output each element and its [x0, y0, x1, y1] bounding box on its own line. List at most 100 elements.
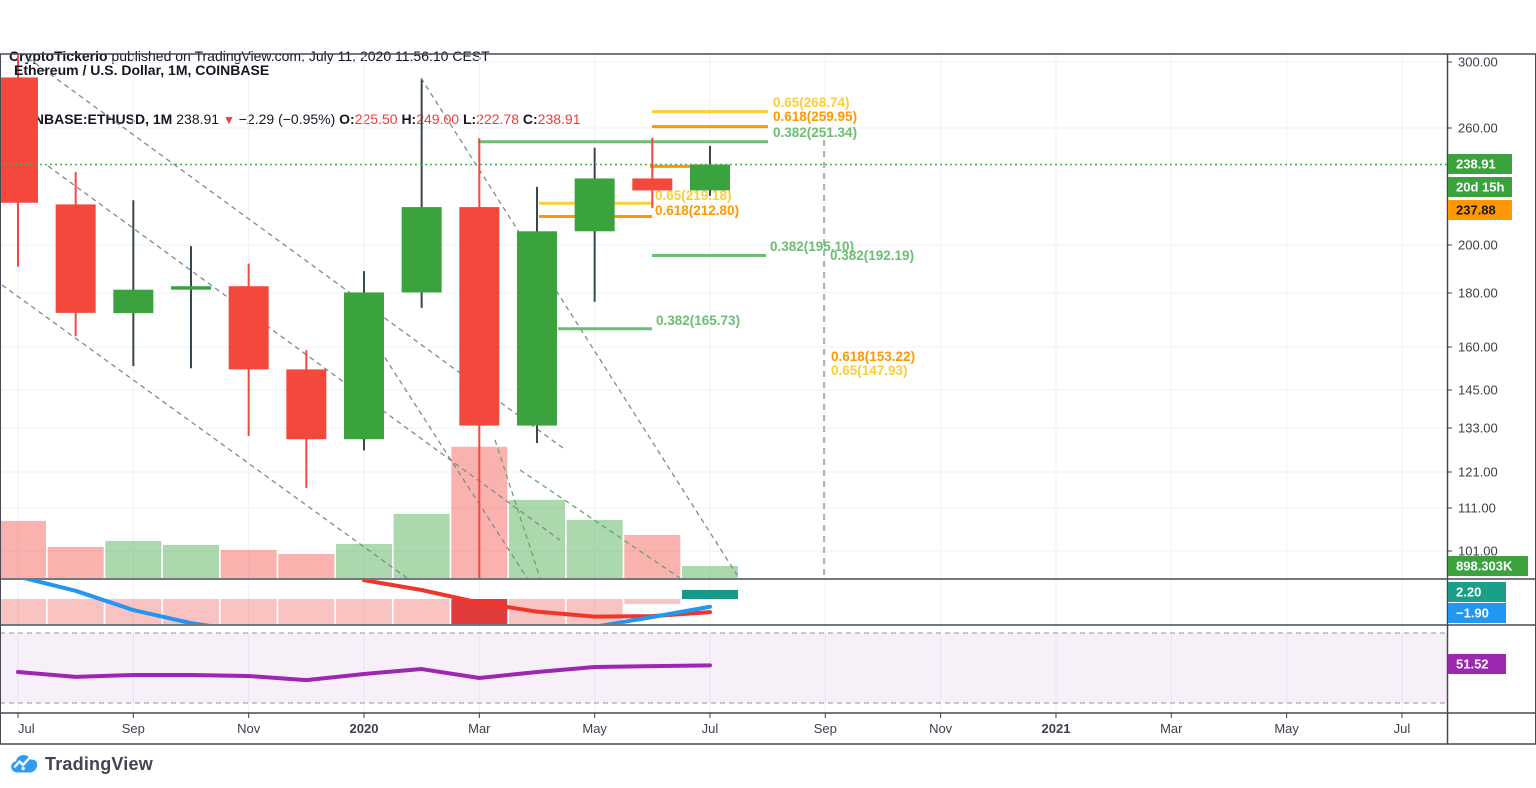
- last-price: 238.91: [176, 111, 220, 127]
- svg-text:133.00: 133.00: [1458, 421, 1498, 436]
- tradingview-logo[interactable]: TradingView: [10, 752, 153, 776]
- volume-bar: [624, 534, 681, 578]
- price-axis-badge: 51.52: [1448, 654, 1506, 674]
- down-arrow-icon: ▼: [222, 113, 235, 127]
- volume-series: [0, 446, 738, 578]
- svg-text:0.382(192.19): 0.382(192.19): [830, 248, 914, 263]
- candle-body: [459, 207, 500, 426]
- candle-body: [228, 286, 269, 370]
- tradingview-cloud-icon: [11, 755, 38, 773]
- svg-text:0.618(259.95): 0.618(259.95): [773, 109, 857, 124]
- volume-bar: [278, 553, 335, 578]
- svg-text:2021: 2021: [1042, 721, 1071, 736]
- gridlines: [0, 55, 1447, 712]
- svg-text:121.00: 121.00: [1458, 465, 1498, 480]
- price-change: −2.29 (−0.95%): [238, 111, 336, 127]
- candle-body: [343, 292, 384, 440]
- price-axis-badge: 237.88: [1448, 200, 1512, 220]
- publish-info: published on TradingView.com, July 11, 2…: [107, 48, 490, 64]
- svg-text:260.00: 260.00: [1458, 121, 1498, 136]
- svg-text:20d 15h: 20d 15h: [1456, 180, 1504, 195]
- svg-text:Mar: Mar: [468, 721, 491, 736]
- svg-text:0.382(165.73): 0.382(165.73): [656, 313, 740, 328]
- svg-text:160.00: 160.00: [1458, 340, 1498, 355]
- svg-text:0.618(153.22): 0.618(153.22): [831, 349, 915, 364]
- fib-labels: 0.65(268.74)0.618(259.95)0.382(251.34) 0.…: [655, 95, 915, 378]
- candle-body: [286, 369, 327, 440]
- volume-bar: [508, 499, 565, 578]
- publish-header: CryptoTickerio published on TradingView.…: [9, 4, 580, 173]
- candle-body: [170, 286, 211, 290]
- svg-text:237.88: 237.88: [1456, 203, 1496, 218]
- svg-text:−1.90: −1.90: [1456, 606, 1489, 621]
- rsi-line: [16, 663, 712, 683]
- publisher-name: CryptoTickerio: [9, 48, 108, 64]
- fib-levels[interactable]: [478, 110, 768, 331]
- price-axis-badge: 238.91: [1448, 154, 1512, 174]
- volume-bar: [393, 513, 450, 578]
- svg-text:180.00: 180.00: [1458, 286, 1498, 301]
- rsi-pane: [0, 632, 1447, 704]
- svg-text:51.52: 51.52: [1456, 657, 1489, 672]
- candle-body: [689, 164, 730, 191]
- svg-text:Mar: Mar: [1160, 721, 1183, 736]
- volume-bar: [105, 540, 162, 578]
- tradingview-brand-text: TradingView: [45, 753, 153, 774]
- svg-text:Nov: Nov: [237, 721, 261, 736]
- price-axis-badge: −1.90: [1448, 603, 1506, 623]
- chart-legend-title[interactable]: Ethereum / U.S. Dollar, 1M, COINBASE: [14, 62, 270, 78]
- svg-text:0.618(212.80): 0.618(212.80): [655, 203, 739, 218]
- publish-line: CryptoTickerio published on TradingView.…: [9, 46, 580, 67]
- low-label: L:: [462, 111, 477, 127]
- macd-pane: [0, 580, 738, 624]
- volume-bar: [162, 544, 219, 578]
- svg-text:898.303K: 898.303K: [1456, 559, 1513, 574]
- symbol-label: COINBASE:ETHUSD, 1M: [9, 111, 173, 127]
- price-axis-badge: 20d 15h: [1448, 177, 1512, 197]
- price-axis[interactable]: 300.00 260.00 200.00 180.00 160.00 145.00 133.…: [1447, 55, 1498, 559]
- time-axis[interactable]: Jul Sep Nov 2020 Mar May Jul Sep Nov 2021 Mar May Ju…: [17, 713, 1411, 736]
- candle-body: [0, 77, 38, 203]
- volume-bar: [681, 566, 738, 578]
- svg-text:0.382(195.10): 0.382(195.10): [770, 239, 854, 254]
- svg-text:May: May: [582, 721, 607, 736]
- pane-separators: [0, 53, 1536, 745]
- candle-body: [632, 178, 673, 191]
- high-label: H:: [401, 111, 417, 127]
- svg-text:Jul: Jul: [1394, 721, 1411, 736]
- volume-bar: [47, 546, 104, 578]
- volume-bar: [566, 519, 623, 578]
- candle-body: [401, 207, 442, 293]
- candle-body: [516, 231, 557, 426]
- symbol-line: COINBASE:ETHUSD, 1M 238.91 ▼ −2.29 (−0.9…: [9, 109, 580, 131]
- svg-text:101.00: 101.00: [1458, 544, 1498, 559]
- volume-bar: [220, 549, 277, 578]
- svg-text:0.65(147.93): 0.65(147.93): [831, 363, 908, 378]
- svg-text:Sep: Sep: [122, 721, 145, 736]
- svg-text:300.00: 300.00: [1458, 55, 1498, 70]
- svg-text:2020: 2020: [350, 721, 379, 736]
- open-value: 225.50: [354, 111, 398, 127]
- high-value: 249.00: [416, 111, 460, 127]
- svg-text:0.65(268.74): 0.65(268.74): [773, 95, 850, 110]
- price-axis-badge: 2.20: [1448, 582, 1506, 602]
- svg-text:0.382(251.34): 0.382(251.34): [773, 125, 857, 140]
- candle-body: [113, 289, 154, 314]
- svg-text:May: May: [1274, 721, 1299, 736]
- svg-text:111.00: 111.00: [1458, 501, 1496, 516]
- svg-text:Sep: Sep: [814, 721, 837, 736]
- svg-text:200.00: 200.00: [1458, 238, 1498, 253]
- svg-text:0.65(219.18): 0.65(219.18): [655, 188, 732, 203]
- svg-text:Jul: Jul: [702, 721, 719, 736]
- open-label: O:: [339, 111, 355, 127]
- volume-bar: [0, 520, 46, 578]
- svg-text:2.20: 2.20: [1456, 585, 1481, 600]
- svg-text:Nov: Nov: [929, 721, 953, 736]
- candlestick-series: [0, 55, 730, 578]
- svg-text:Jul: Jul: [18, 721, 35, 736]
- svg-text:238.91: 238.91: [1456, 157, 1496, 172]
- close-value: 238.91: [537, 111, 581, 127]
- candle-body: [574, 178, 615, 232]
